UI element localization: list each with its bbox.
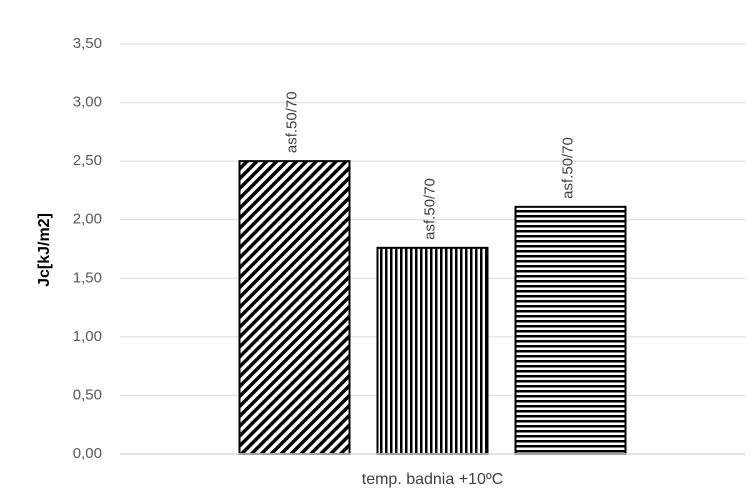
bar-label: asf.50/70	[283, 91, 300, 153]
y-axis-title: Jc[kJ/m2]	[36, 213, 53, 287]
y-tick-label: 0,00	[73, 445, 102, 462]
bar	[376, 246, 489, 455]
y-tick-label: 2,50	[73, 152, 102, 169]
y-tick-label: 2,00	[73, 211, 102, 228]
y-tick-label: 1,50	[73, 269, 102, 286]
bar	[514, 205, 627, 455]
y-tick-label: 1,00	[73, 328, 102, 345]
x-tick-label: temp. badnia +10ºC	[362, 471, 504, 488]
y-tick-label: 3,50	[73, 35, 102, 52]
y-tick-label: 0,50	[73, 386, 102, 403]
bar-label: asf.50/70	[421, 178, 438, 240]
y-tick-label: 3,00	[73, 94, 102, 111]
bar-label: asf.50/70	[559, 137, 576, 199]
bar	[238, 160, 351, 455]
